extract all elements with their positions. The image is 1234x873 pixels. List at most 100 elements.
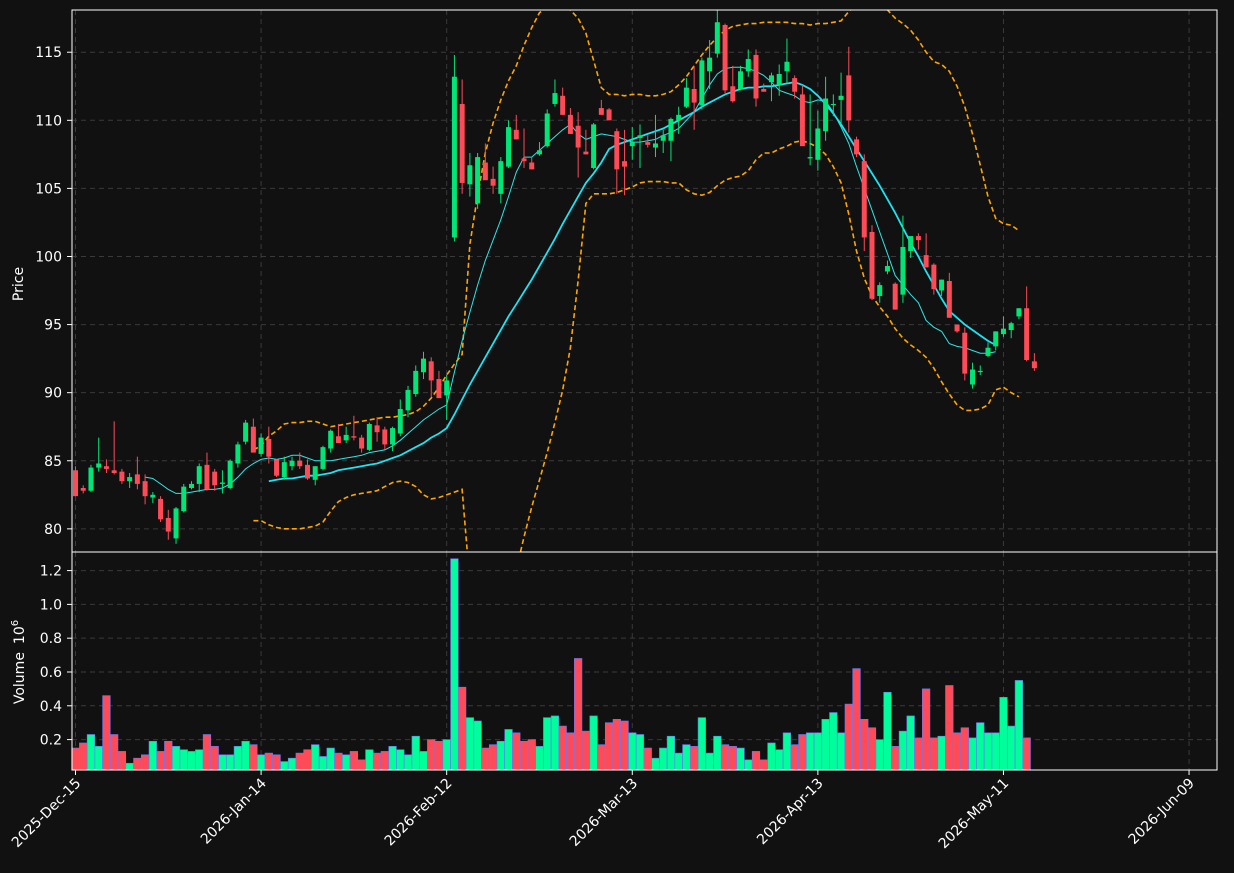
price-tick-label: 115 xyxy=(35,45,62,61)
candle xyxy=(799,84,805,147)
volume-bar xyxy=(813,732,822,771)
candle xyxy=(683,78,689,109)
volume-bar xyxy=(102,695,111,771)
volume-bar xyxy=(311,744,320,771)
candle-body xyxy=(204,464,210,490)
candle-body xyxy=(614,131,620,170)
candle xyxy=(598,99,604,115)
candle-body xyxy=(884,266,890,272)
candle xyxy=(830,94,836,117)
volume-bar xyxy=(140,754,150,771)
volume-bar xyxy=(171,746,181,771)
volume-axis-title: Volume 106 xyxy=(10,620,28,704)
candle-body xyxy=(103,466,109,469)
candle-body xyxy=(799,94,805,147)
candle-body xyxy=(970,369,976,385)
volume-bar xyxy=(682,744,691,771)
volume-bar xyxy=(342,754,351,771)
volume-bar xyxy=(867,727,877,771)
candle-body xyxy=(861,161,867,238)
volume-bar xyxy=(94,746,103,771)
candle xyxy=(776,64,782,96)
volume-bar xyxy=(782,732,792,771)
candle-body xyxy=(931,264,937,290)
candle-body xyxy=(768,75,774,83)
candle xyxy=(88,464,94,493)
volume-bar xyxy=(1007,725,1016,771)
volume-bar xyxy=(566,732,575,771)
candle xyxy=(335,423,341,444)
candle-body xyxy=(420,358,426,373)
candle-body xyxy=(173,508,179,539)
candle xyxy=(142,474,148,505)
candle xyxy=(691,65,697,130)
candle-body xyxy=(1016,308,1022,317)
candle xyxy=(188,481,194,490)
volume-exponent-power: 6 xyxy=(10,620,21,626)
candle xyxy=(1016,308,1022,320)
candle xyxy=(846,46,852,133)
volume-bar xyxy=(349,751,358,771)
candle xyxy=(304,459,310,480)
candle xyxy=(475,152,481,209)
candle xyxy=(96,437,102,472)
volume-grid xyxy=(72,552,1217,770)
candle-body xyxy=(181,486,187,512)
candle-body xyxy=(459,103,465,183)
candle-body xyxy=(807,157,813,159)
volume-bar xyxy=(1014,680,1024,771)
upper-band-line xyxy=(253,10,1020,451)
candle xyxy=(915,233,921,250)
candle xyxy=(544,109,550,148)
candle-body xyxy=(908,236,914,252)
volume-bar xyxy=(744,759,753,771)
volume-bar xyxy=(604,722,614,771)
candle-body xyxy=(823,98,829,132)
candle-body xyxy=(266,438,272,457)
candle xyxy=(1000,316,1006,337)
candle xyxy=(351,415,357,441)
volume-bar xyxy=(79,742,88,771)
volume-bar xyxy=(295,752,304,771)
candle-body xyxy=(281,462,287,478)
volume-bar xyxy=(110,734,119,771)
candle-body xyxy=(274,459,280,476)
volume-tick-label: 1.2 xyxy=(40,564,62,580)
volume-bar xyxy=(210,746,219,771)
candle-body xyxy=(289,460,295,467)
candle-body xyxy=(1000,328,1006,335)
volume-bar xyxy=(697,717,706,771)
candle xyxy=(235,441,241,468)
candle xyxy=(467,152,473,197)
volume-bar xyxy=(434,740,444,771)
candle-body xyxy=(227,460,233,488)
volume-exponent-base: 10 xyxy=(12,626,28,644)
candle xyxy=(869,225,875,301)
candle-body xyxy=(405,389,411,411)
candle xyxy=(622,129,628,196)
candle xyxy=(714,10,720,58)
candle xyxy=(575,112,581,178)
candle xyxy=(397,399,403,437)
candle xyxy=(854,136,860,158)
candle xyxy=(428,357,434,397)
volume-bar xyxy=(465,717,474,771)
candle-body xyxy=(243,422,249,442)
volume-bar xyxy=(775,749,784,771)
volume-bar xyxy=(334,752,343,771)
volume-bar xyxy=(620,720,629,771)
candle xyxy=(227,459,233,490)
volume-bar xyxy=(458,686,467,771)
candle-body xyxy=(683,87,689,107)
candle xyxy=(954,324,960,333)
candle xyxy=(436,370,442,399)
candle-body xyxy=(475,157,481,204)
candle xyxy=(583,129,589,155)
candle-body xyxy=(328,430,334,449)
volume-bar xyxy=(937,735,946,771)
candle-body xyxy=(923,255,929,268)
volume-bar xyxy=(133,757,142,771)
volume-bar xyxy=(690,746,699,771)
candle xyxy=(529,157,535,170)
